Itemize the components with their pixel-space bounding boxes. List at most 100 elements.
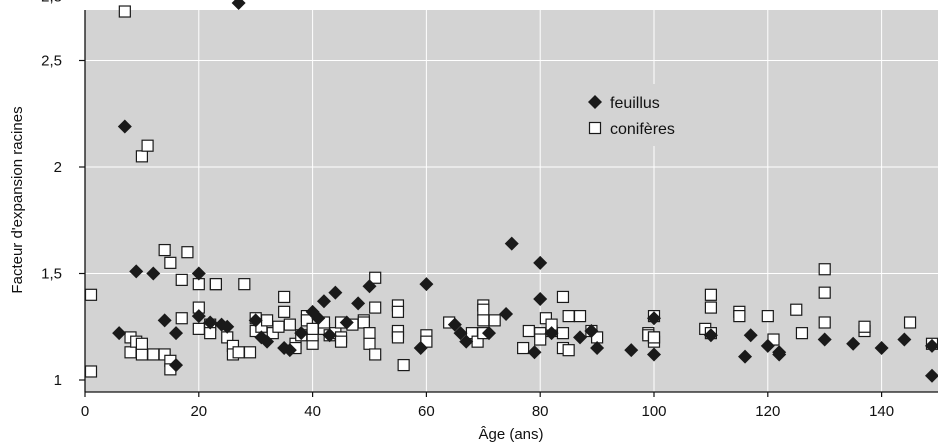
point-coniferes (562, 310, 575, 323)
point-coniferes (192, 322, 205, 335)
point-coniferes (818, 286, 831, 299)
point-feuillus (533, 255, 548, 270)
point-feuillus (624, 343, 639, 358)
point-feuillus (481, 326, 496, 341)
point-coniferes (477, 303, 490, 316)
y-tick-label: 2 (54, 159, 62, 176)
point-feuillus (743, 328, 758, 343)
x-tick-label: 40 (304, 403, 321, 420)
x-tick-label: 80 (532, 403, 549, 420)
point-coniferes (363, 337, 376, 350)
point-coniferes (391, 331, 405, 344)
x-tick-label: 100 (641, 403, 666, 420)
data-points (84, 0, 938, 383)
point-coniferes (858, 320, 871, 333)
point-coniferes (84, 365, 98, 378)
point-feuillus (328, 285, 343, 300)
point-coniferes (175, 273, 188, 286)
point-coniferes (135, 150, 148, 163)
point-coniferes (135, 337, 148, 350)
point-feuillus (260, 334, 275, 349)
point-coniferes (278, 290, 291, 304)
point-coniferes (761, 310, 774, 323)
point-feuillus (447, 317, 462, 332)
point-coniferes (704, 301, 718, 314)
point-coniferes (84, 288, 98, 301)
point-feuillus (169, 358, 184, 373)
point-coniferes (175, 312, 188, 325)
point-feuillus (351, 296, 366, 311)
point-coniferes (243, 346, 257, 359)
point-feuillus (191, 309, 206, 324)
point-feuillus (647, 311, 661, 326)
legend-box (578, 84, 702, 146)
point-coniferes (517, 341, 530, 355)
point-feuillus (191, 266, 206, 281)
x-axis-ticks: 0 20 40 60 80 100 120 140 (81, 392, 894, 420)
point-coniferes (369, 301, 382, 314)
y-axis-ticks: 1 1,5 2 2,5 2,8 (41, 0, 85, 389)
legend-label-coniferes: conifères (610, 121, 675, 138)
point-feuillus (925, 368, 938, 383)
point-coniferes (334, 335, 348, 348)
point-feuillus (453, 326, 468, 341)
y-tick-label: 1,5 (41, 266, 62, 283)
point-feuillus (203, 315, 218, 330)
point-coniferes (278, 305, 291, 318)
point-feuillus (231, 0, 246, 10)
legend-marker-coniferes (588, 121, 602, 135)
legend-label-feuillus: feuillus (610, 95, 660, 112)
x-tick-label: 20 (190, 403, 207, 420)
point-coniferes (795, 327, 809, 340)
point-coniferes (818, 263, 831, 276)
point-feuillus (169, 326, 184, 341)
point-feuillus (533, 292, 548, 307)
point-feuillus (590, 341, 605, 356)
point-feuillus (925, 338, 938, 353)
point-coniferes (369, 271, 382, 284)
point-feuillus (504, 236, 519, 251)
point-feuillus (772, 347, 787, 362)
point-feuillus (146, 266, 161, 281)
point-feuillus (157, 313, 172, 328)
point-feuillus (846, 336, 861, 351)
point-feuillus (499, 306, 514, 321)
point-coniferes (124, 346, 137, 359)
point-feuillus (129, 264, 144, 279)
point-coniferes (903, 316, 917, 329)
point-feuillus (112, 326, 127, 341)
point-feuillus (220, 319, 235, 334)
point-feuillus (322, 328, 337, 343)
point-feuillus (817, 332, 832, 347)
point-feuillus (584, 324, 599, 339)
point-coniferes (573, 310, 587, 323)
point-feuillus (459, 334, 474, 349)
point-coniferes (790, 303, 803, 316)
point-feuillus (573, 330, 588, 345)
point-coniferes (647, 331, 661, 344)
point-coniferes (369, 348, 382, 361)
point-coniferes (118, 5, 131, 18)
point-coniferes (704, 288, 718, 301)
point-feuillus (311, 311, 326, 326)
point-coniferes (141, 139, 154, 152)
point-feuillus (874, 341, 889, 356)
point-feuillus (316, 294, 331, 309)
x-tick-label: 120 (755, 403, 780, 420)
x-axis-title: Âge (ans) (478, 426, 543, 443)
point-feuillus (117, 119, 132, 134)
x-tick-label: 60 (418, 403, 435, 420)
y-tick-label: 1 (54, 372, 62, 389)
point-coniferes (306, 322, 319, 335)
point-coniferes (181, 246, 194, 259)
y-tick-label: 2,5 (41, 53, 62, 70)
legend-marker-feuillus (588, 95, 602, 109)
point-feuillus (413, 341, 428, 356)
point-coniferes (556, 290, 570, 304)
point-coniferes (135, 348, 148, 361)
point-coniferes (357, 316, 370, 329)
point-coniferes (522, 324, 535, 338)
point-coniferes (397, 358, 410, 372)
point-coniferes (556, 327, 570, 340)
